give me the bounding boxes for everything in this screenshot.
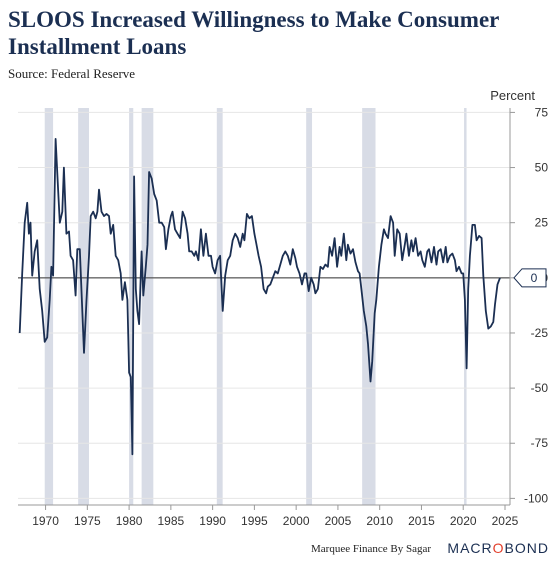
- y-tick-label: 50: [535, 161, 549, 175]
- x-tick-label: 1985: [158, 514, 185, 528]
- y-tick-label: -25: [531, 326, 549, 340]
- y-tick-label: 25: [535, 216, 549, 230]
- chart-title: SLOOS Increased Willingness to Make Cons…: [8, 7, 499, 59]
- x-tick-label: 2005: [325, 514, 352, 528]
- recession-band-1: [78, 108, 90, 505]
- last-value-marker: 0: [513, 268, 547, 288]
- x-tick-label: 1975: [74, 514, 101, 528]
- recession-band-2: [129, 108, 134, 505]
- y-axis-unit-label: Percent: [490, 88, 535, 103]
- x-tick-label: 2025: [492, 514, 519, 528]
- recession-band-4: [216, 108, 223, 505]
- logo-text-start: MACR: [447, 540, 493, 556]
- series-layer: [18, 138, 501, 456]
- chart-subtitle: Source: Federal Reserve: [8, 66, 136, 81]
- y-tick-label: 75: [535, 105, 549, 119]
- series-line-0: [18, 138, 501, 456]
- last-value-label: 0: [531, 271, 538, 285]
- recession-band-6: [362, 108, 376, 505]
- x-tick-label: 2010: [366, 514, 393, 528]
- y-tick-label: -100: [524, 491, 548, 505]
- credit-text: Marquee Finance By Sagar: [311, 543, 432, 555]
- logo-letter-o: O: [492, 540, 505, 556]
- x-tick-label: 2000: [283, 514, 310, 528]
- y-tick-label: -75: [531, 436, 549, 450]
- x-tick-label: 2020: [450, 514, 477, 528]
- grid-lines: [18, 111, 510, 499]
- x-tick-label: 1980: [116, 514, 143, 528]
- x-tick-label: 2015: [408, 514, 435, 528]
- x-tick-label: 1990: [199, 514, 226, 528]
- y-axis: 75 50 25 0 -25 -50 -75 -100: [509, 105, 549, 505]
- logo-text-end: BOND: [504, 540, 549, 556]
- y-tick-label: -50: [531, 381, 549, 395]
- x-axis: 1970 1975 1980 1985 1990 1995 2000 2005 2010 2015…: [18, 504, 519, 528]
- recession-band-5: [306, 108, 313, 505]
- last-value-box: [513, 268, 547, 288]
- recession-band-3: [141, 108, 154, 505]
- macrobond-logo: MACROBOND: [447, 540, 549, 556]
- x-tick-label: 1970: [32, 514, 59, 528]
- x-tick-label: 1995: [241, 514, 268, 528]
